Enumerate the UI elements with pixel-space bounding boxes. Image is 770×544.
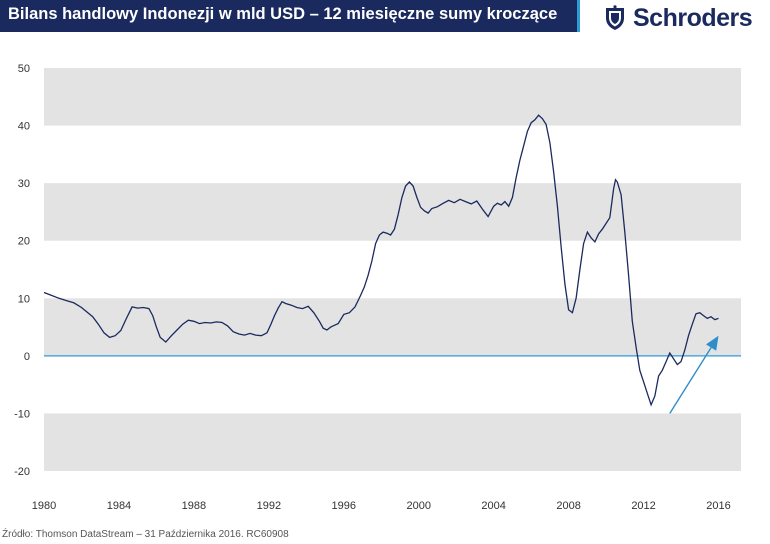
x-tick-label: 1980 [32, 500, 56, 512]
grid-bands [44, 68, 741, 471]
grid-band [44, 298, 741, 356]
arrow-shaft [669, 347, 712, 414]
arrow-head [706, 335, 719, 351]
x-tick-label: 1996 [332, 500, 356, 512]
crest-icon [606, 5, 624, 30]
y-tick-label: 50 [18, 63, 30, 75]
x-tick-label: 1992 [257, 500, 281, 512]
y-tick-label: 0 [24, 351, 30, 363]
x-tick-label: 2012 [631, 500, 655, 512]
y-tick-label: -20 [14, 466, 30, 478]
y-axis: 50 40 30 20 10 0 -10 -20 [14, 63, 30, 478]
trend-arrow [669, 335, 719, 414]
x-tick-label: 2004 [481, 500, 505, 512]
chart-title: Bilans handlowy Indonezji w mld USD – 12… [8, 5, 558, 23]
line-chart: 50 40 30 20 10 0 -10 -20 1980 1984 1988 1992 1996 20… [14, 63, 741, 512]
y-tick-label: 10 [18, 293, 30, 305]
grid-band [44, 68, 741, 126]
grid-band [44, 413, 741, 471]
x-tick-label: 2016 [706, 500, 730, 512]
source-note: Źródło: Thomson DataStream – 31 Paździer… [2, 529, 289, 540]
logo-text: Schroders [633, 3, 753, 32]
x-tick-label: 1984 [107, 500, 131, 512]
x-axis: 1980 1984 1988 1992 1996 2000 2004 2008 2012 2016 [32, 500, 731, 512]
x-tick-label: 2000 [406, 500, 430, 512]
y-tick-label: 30 [18, 178, 30, 190]
series-line [43, 114, 719, 407]
schroders-logo: Schroders [603, 3, 753, 32]
y-tick-label: 40 [18, 121, 30, 133]
title-bar: Bilans handlowy Indonezji w mld USD – 12… [0, 0, 580, 32]
x-tick-label: 1988 [182, 500, 206, 512]
y-tick-label: -10 [14, 408, 30, 420]
x-tick-label: 2008 [556, 500, 580, 512]
y-tick-label: 20 [18, 236, 30, 248]
